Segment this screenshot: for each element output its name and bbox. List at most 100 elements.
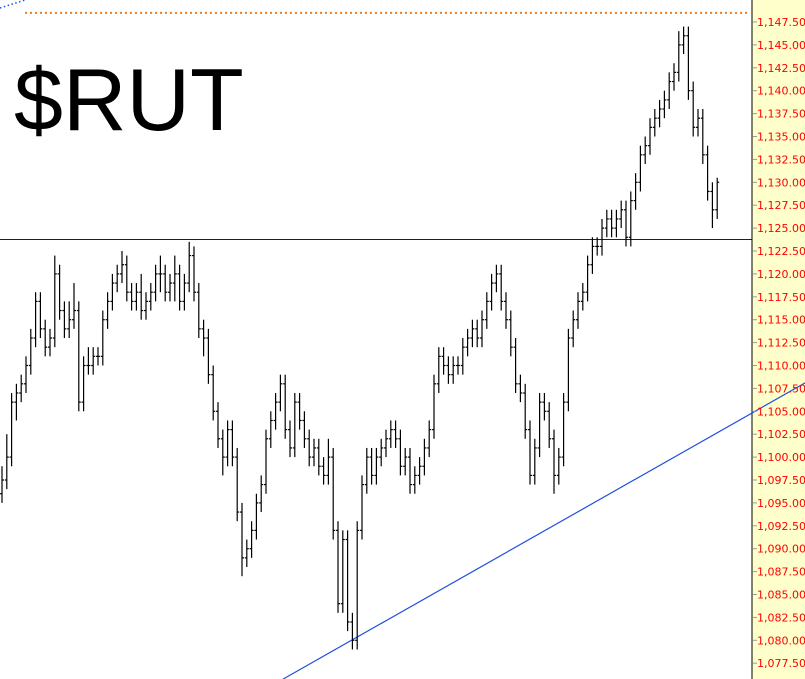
ohlc-bar	[72, 283, 76, 329]
ohlc-bar	[163, 264, 168, 302]
y-tick-label: 1,142.50	[757, 62, 805, 75]
ohlc-bar	[67, 301, 72, 339]
ohlc-bar	[470, 319, 475, 348]
ohlc-bar	[696, 109, 700, 137]
chart-title: $RUT	[14, 50, 244, 149]
ohlc-bar	[57, 264, 62, 320]
ohlc-bar	[206, 328, 211, 384]
y-tick-label: 1,105.00	[757, 405, 805, 418]
ohlc-bar	[436, 347, 441, 393]
ohlc-bar	[124, 255, 129, 302]
ohlc-bar	[624, 200, 628, 247]
ohlc-bar	[686, 26, 691, 100]
ohlc-bar	[220, 429, 225, 476]
ohlc-bar	[561, 392, 566, 467]
ohlc-bar	[321, 457, 326, 485]
ohlc-bar	[484, 292, 489, 329]
ohlc-bar	[580, 283, 585, 311]
ohlc-bar	[590, 237, 595, 274]
ohlc-bar	[393, 420, 398, 448]
ohlc-bar	[691, 81, 696, 137]
y-tick-label: 1,125.00	[757, 222, 805, 235]
ohlc-bar	[76, 301, 81, 412]
ohlc-bar	[566, 328, 571, 412]
ohlc-bar	[307, 429, 312, 467]
ohlc-bar	[672, 63, 676, 91]
ohlc-bar	[192, 246, 196, 302]
ohlc-bar	[374, 447, 379, 485]
ohlc-bar	[585, 255, 590, 302]
y-tick-label: 1,127.50	[757, 199, 805, 212]
ohlc-bar	[158, 255, 163, 293]
ohlc-bar	[532, 438, 537, 485]
ohlc-bar	[230, 420, 235, 467]
ohlc-bar	[360, 475, 364, 540]
y-tick-label: 1,122.50	[757, 245, 805, 258]
ohlc-bar	[643, 136, 648, 164]
y-tick-label: 1,090.00	[757, 543, 805, 556]
ohlc-bar	[648, 118, 652, 155]
ohlc-bar	[345, 530, 350, 632]
ohlc-bar	[288, 420, 292, 458]
ohlc-bar	[676, 31, 681, 82]
ohlc-bar	[705, 145, 710, 201]
y-tick-label: 1,130.00	[757, 176, 805, 189]
ohlc-bar	[446, 356, 451, 384]
ohlc-bar	[14, 383, 19, 421]
y-tick-label: 1,110.00	[757, 360, 805, 373]
ohlc-bar	[129, 283, 134, 311]
ohlc-bar	[441, 347, 446, 375]
ohlc-bar	[316, 438, 321, 476]
ohlc-bar	[600, 218, 604, 256]
ohlc-bar	[417, 457, 422, 485]
ohlc-bar	[283, 374, 288, 439]
ohlc-bar	[240, 502, 244, 577]
ohlc-bar	[24, 356, 28, 393]
ohlc-bar	[225, 420, 230, 467]
ohlc-bar	[576, 292, 580, 329]
y-tick-label: 1,085.00	[757, 589, 805, 602]
trendline	[282, 382, 805, 679]
y-tick-label: 1,077.50	[757, 657, 805, 670]
ohlc-bar	[451, 356, 456, 384]
ohlc-bar	[681, 26, 686, 55]
ohlc-bar	[369, 447, 374, 485]
ohlc-bar	[633, 173, 638, 210]
ohlc-bar	[398, 429, 403, 476]
ohlc-bar	[652, 109, 657, 137]
y-tick-label: 1,135.00	[757, 131, 805, 144]
ohlc-bar	[249, 521, 254, 558]
ohlc-bar	[662, 90, 667, 119]
y-tick-label: 1,120.00	[757, 268, 805, 281]
y-tick-label: 1,097.50	[757, 474, 805, 487]
ohlc-bar	[254, 493, 259, 540]
ohlc-bar	[52, 255, 57, 348]
ohlc-bar	[177, 264, 182, 311]
ohlc-bar	[403, 447, 408, 476]
ohlc-bar	[715, 177, 720, 219]
ohlc-bar	[614, 209, 619, 238]
ohlc-bar	[595, 237, 600, 256]
ohlc-bar	[657, 99, 662, 128]
ohlc-bar	[38, 292, 43, 339]
ohlc-bar	[422, 438, 427, 476]
ohlc-bar	[139, 273, 144, 320]
ohlc-bar	[552, 429, 556, 494]
ohlc-bar	[456, 356, 460, 375]
ohlc-bar	[432, 374, 436, 439]
ohlc-bar	[364, 447, 369, 494]
ohlc-bar	[667, 72, 672, 110]
y-tick-label: 1,087.50	[757, 566, 805, 579]
ohlc-bar	[91, 347, 96, 375]
ohlc-bar	[504, 292, 508, 329]
ohlc-bar	[379, 438, 384, 467]
y-tick-label: 1,117.50	[757, 291, 805, 304]
ohlc-bar	[264, 429, 268, 494]
ohlc-bar	[494, 264, 499, 293]
ohlc-bar	[168, 273, 172, 302]
ohlc-bar	[268, 411, 273, 448]
ohlc-bar	[528, 420, 532, 485]
y-tick-label: 1,102.50	[757, 428, 805, 441]
ohlc-bar	[96, 347, 100, 366]
